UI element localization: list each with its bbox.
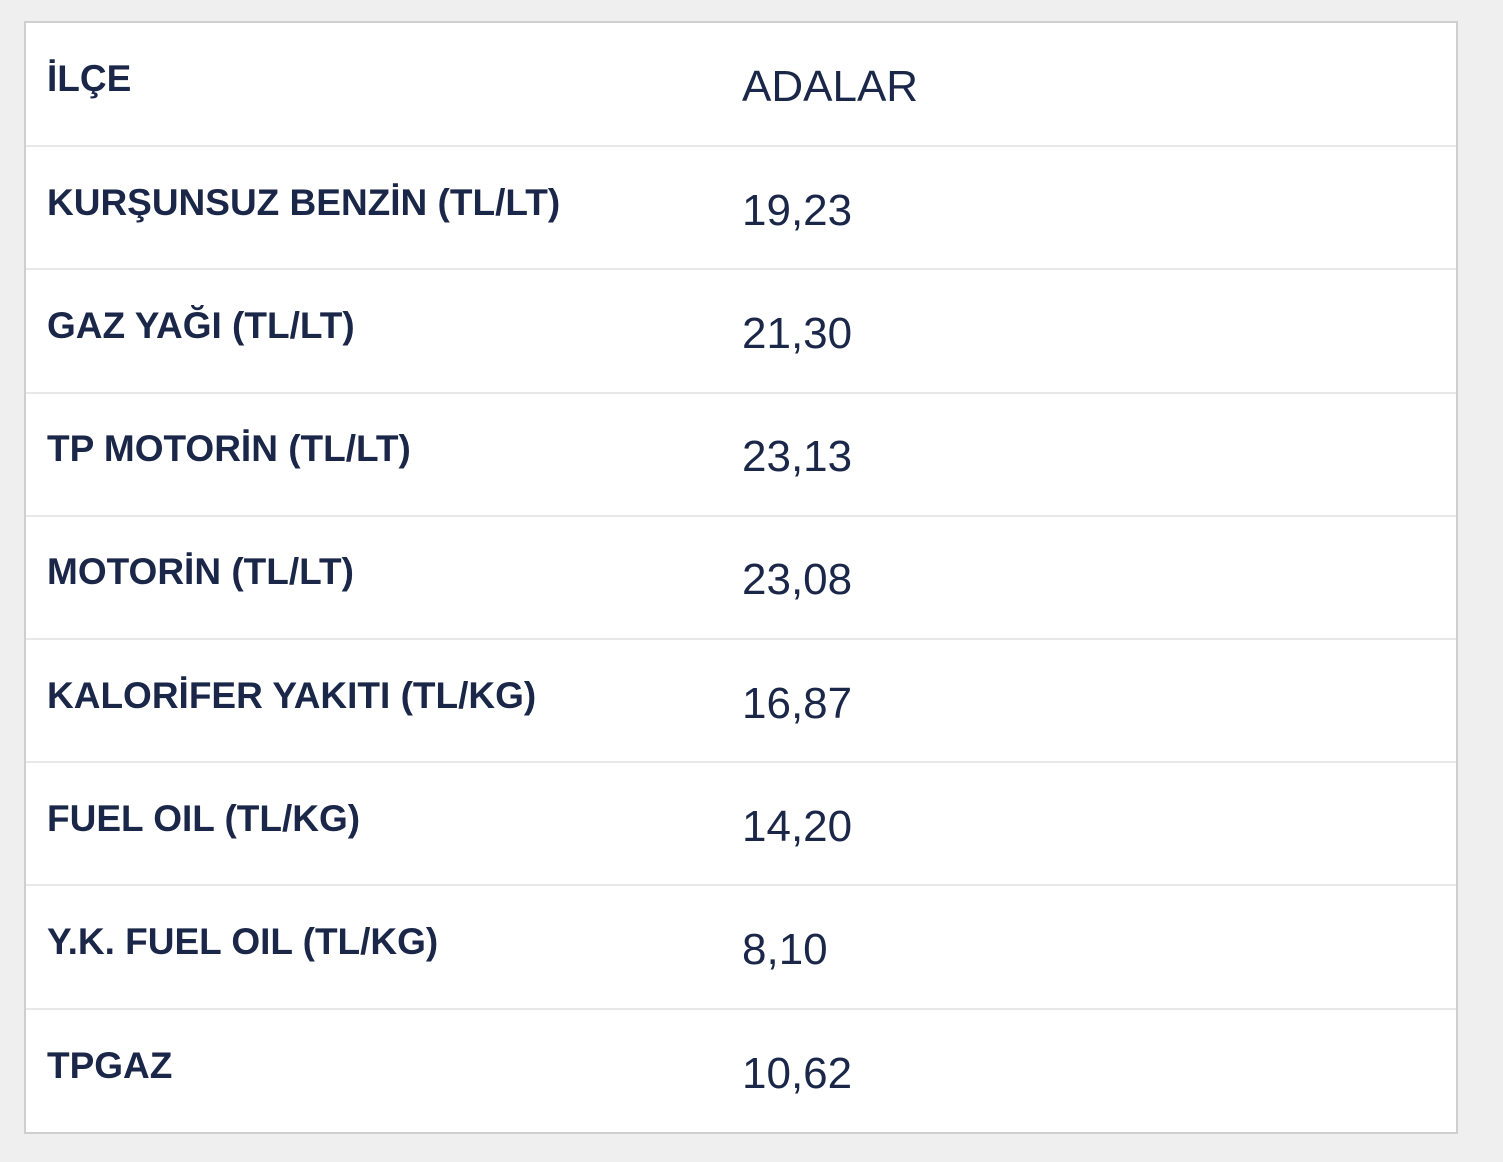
row-value: 19,23 (742, 145, 1456, 270)
row-value: 23,08 (742, 514, 1456, 639)
row-label: FUEL OIL (TL/KG) (26, 761, 742, 886)
row-label: TP MOTORİN (TL/LT) (26, 391, 742, 516)
row-label: GAZ YAĞI (TL/LT) (26, 268, 742, 393)
table-row: KALORİFER YAKITI (TL/KG) 16,87 (26, 637, 1456, 763)
row-value: ADALAR (742, 62, 919, 112)
row-label: İLÇE (47, 58, 132, 100)
price-table: İLÇE ADALAR KURŞUNSUZ BENZİN (TL/LT) 19,23 G… (26, 23, 1456, 1132)
table-row: TPGAZ 10,62 (26, 1007, 1456, 1132)
table-row: İLÇE ADALAR (26, 23, 1456, 146)
table-body: İLÇE ADALAR KURŞUNSUZ BENZİN (TL/LT) 19,23 G… (26, 23, 1456, 1132)
row-value: 21,30 (742, 268, 1456, 393)
row-label: KURŞUNSUZ BENZİN (TL/LT) (26, 145, 742, 270)
table-row: FUEL OIL (TL/KG) 14,20 (26, 761, 1456, 886)
table-row: Y.K. FUEL OIL (TL/KG) 8,10 (26, 884, 1456, 1009)
row-value: 10,62 (742, 1007, 1456, 1132)
table-row: MOTORİN (TL/LT) 23,08 (26, 514, 1456, 639)
row-value: 14,20 (742, 761, 1456, 886)
row-label: KALORİFER YAKITI (TL/KG) (26, 637, 742, 763)
table-row: KURŞUNSUZ BENZİN (TL/LT) 19,23 (26, 145, 1456, 270)
row-value: 8,10 (742, 884, 1456, 1009)
row-value: 16,87 (742, 637, 1456, 763)
row-label: MOTORİN (TL/LT) (26, 514, 742, 639)
row-value: 23,13 (742, 391, 1456, 516)
row-label: Y.K. FUEL OIL (TL/KG) (26, 884, 742, 1009)
price-table-container: İLÇE ADALAR KURŞUNSUZ BENZİN (TL/LT) 19,23 G… (24, 21, 1458, 1134)
row-label: TPGAZ (26, 1007, 742, 1132)
table-row: GAZ YAĞI (TL/LT) 21,30 (26, 268, 1456, 393)
table-row: TP MOTORİN (TL/LT) 23,13 (26, 391, 1456, 516)
